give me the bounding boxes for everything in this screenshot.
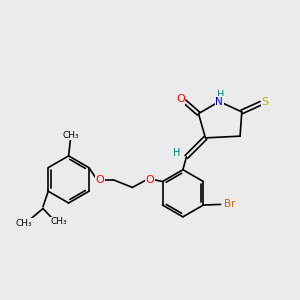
Text: O: O <box>95 175 104 185</box>
Text: CH₃: CH₃ <box>50 217 67 226</box>
Text: Br: Br <box>224 200 235 209</box>
Text: CH₃: CH₃ <box>16 219 32 228</box>
Text: CH₃: CH₃ <box>62 130 79 140</box>
Text: O: O <box>176 94 185 104</box>
Text: O: O <box>145 175 154 185</box>
Text: N: N <box>215 97 223 106</box>
Text: H: H <box>217 90 225 100</box>
Text: S: S <box>261 97 268 106</box>
Text: H: H <box>173 148 180 158</box>
